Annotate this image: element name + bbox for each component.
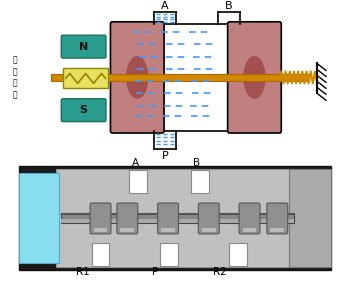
Bar	[160, 243, 178, 266]
Bar	[229, 243, 246, 266]
Bar	[277, 215, 289, 222]
FancyBboxPatch shape	[111, 22, 164, 133]
FancyBboxPatch shape	[267, 203, 288, 234]
Bar	[92, 243, 110, 266]
Text: N: N	[79, 42, 88, 52]
Text: 线
圈
断
电: 线 圈 断 电	[13, 55, 18, 100]
Text: S: S	[79, 105, 88, 115]
Bar	[61, 213, 294, 223]
Bar	[61, 213, 294, 215]
Ellipse shape	[243, 56, 266, 99]
Text: R1: R1	[76, 267, 90, 277]
Bar	[19, 166, 331, 270]
FancyBboxPatch shape	[228, 22, 281, 133]
Text: P: P	[162, 151, 168, 161]
Bar	[51, 74, 309, 81]
Text: A: A	[161, 1, 169, 11]
FancyBboxPatch shape	[61, 35, 106, 58]
Bar	[61, 219, 294, 223]
Bar	[289, 169, 331, 267]
Bar	[129, 170, 147, 193]
FancyBboxPatch shape	[117, 203, 138, 234]
Bar	[59, 215, 67, 222]
Text: B: B	[193, 158, 201, 168]
Bar	[191, 170, 209, 193]
FancyBboxPatch shape	[158, 203, 178, 234]
Bar	[19, 173, 59, 263]
FancyBboxPatch shape	[61, 99, 106, 122]
Text: A: A	[132, 158, 139, 168]
Bar	[93, 228, 107, 232]
Bar	[161, 228, 175, 232]
Bar	[243, 228, 257, 232]
Bar	[63, 68, 108, 88]
FancyBboxPatch shape	[239, 203, 260, 234]
Text: R2: R2	[213, 267, 227, 277]
Bar	[202, 228, 216, 232]
Bar	[120, 228, 134, 232]
FancyBboxPatch shape	[90, 203, 111, 234]
Bar	[112, 24, 279, 131]
Text: B: B	[225, 1, 232, 11]
Bar	[56, 169, 327, 267]
Text: P: P	[152, 267, 158, 277]
FancyBboxPatch shape	[198, 203, 219, 234]
Bar	[270, 228, 284, 232]
Ellipse shape	[126, 56, 148, 99]
